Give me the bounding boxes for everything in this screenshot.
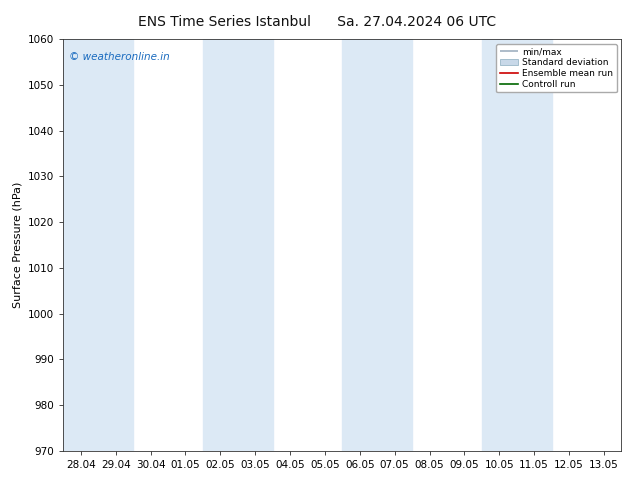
Bar <box>482 39 552 451</box>
Text: ENS Time Series Istanbul      Sa. 27.04.2024 06 UTC: ENS Time Series Istanbul Sa. 27.04.2024 … <box>138 15 496 29</box>
Bar <box>342 39 412 451</box>
Legend: min/max, Standard deviation, Ensemble mean run, Controll run: min/max, Standard deviation, Ensemble me… <box>496 44 617 92</box>
Y-axis label: Surface Pressure (hPa): Surface Pressure (hPa) <box>13 182 23 308</box>
Text: © weatheronline.in: © weatheronline.in <box>69 51 170 62</box>
Bar <box>203 39 273 451</box>
Bar <box>63 39 133 451</box>
